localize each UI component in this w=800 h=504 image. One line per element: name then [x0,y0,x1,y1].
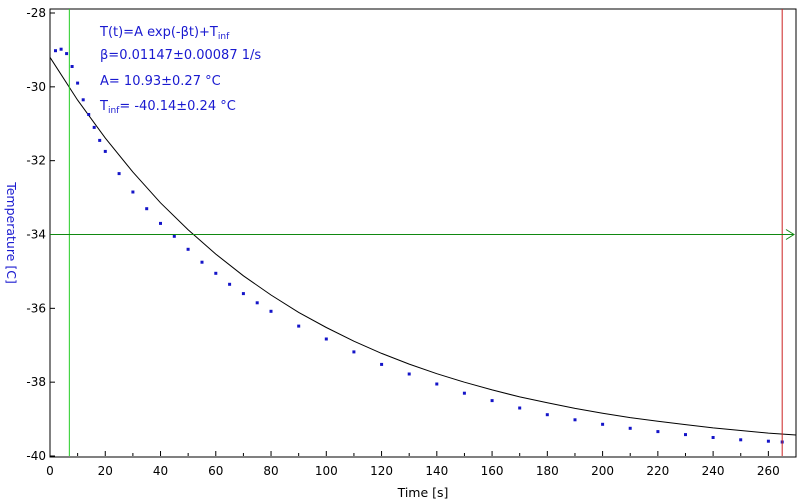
data-point [228,282,232,286]
data-point [87,113,91,116]
data-point [518,406,522,410]
data-point [255,301,259,305]
y-tick-label: -32 [26,154,46,168]
fit-formula-main: T(t)=A exp(-βt)+T [99,25,218,40]
data-point [324,337,328,341]
data-point [352,350,356,354]
y-tick-label: -36 [26,301,46,315]
data-point [65,52,69,56]
fit-tinf: Tinf= -40.14±0.24 °C [99,99,236,116]
fit-tinf-main: T [99,99,108,114]
data-point [92,125,96,129]
data-point [573,418,577,422]
x-tick-label: 40 [153,464,168,478]
data-point [70,65,74,68]
x-tick-label: 220 [646,464,669,478]
data-point [172,234,176,238]
data-point [628,426,632,430]
x-axis-ticks: 0 20 40 60 80 100 120 140 160 180 200 220 240 260 [46,451,780,478]
data-point [59,47,63,51]
data-point [269,309,273,313]
x-tick-label: 160 [481,464,504,478]
fit-tinf-rest: = -40.14±0.24 °C [119,99,235,114]
fit-formula: T(t)=A exp(-βt)+Tinf [99,25,230,42]
data-point [462,391,466,395]
data-point [145,207,149,211]
x-tick-label: 140 [425,464,448,478]
data-point [98,138,102,142]
data-point [241,292,245,296]
data-series-points [54,47,784,444]
y-tick-label: -34 [26,228,46,242]
fit-curve [49,57,797,436]
fit-tinf-sub: inf [108,106,120,116]
x-tick-label: 60 [208,464,223,478]
y-tick-label: -28 [26,6,46,20]
x-tick-label: 240 [702,464,725,478]
y-axis-title: Temperature [C] [4,181,19,284]
data-point [54,49,57,53]
y-tick-label: -30 [26,80,46,94]
data-point [380,362,384,366]
data-point [103,149,107,153]
data-point [214,271,218,275]
data-point [490,399,494,403]
x-axis-title: Time [s] [397,485,449,500]
x-tick-label: 120 [370,464,393,478]
data-point [684,433,687,437]
data-point [601,422,605,426]
data-point [131,190,135,194]
data-point [739,438,743,442]
plot-frame [49,8,797,458]
x-tick-label: 0 [46,464,54,478]
data-point [117,172,121,176]
x-tick-label: 260 [757,464,780,478]
x-tick-label: 180 [536,464,559,478]
fit-formula-sub: inf [218,32,230,42]
y-axis-ticks: -28 -30 -32 -34 -36 -38 -40 [26,6,55,463]
data-point [297,324,301,328]
y-tick-label: -40 [26,449,46,463]
data-point [407,372,411,376]
data-point [435,382,439,386]
data-point [159,221,162,225]
data-point [656,430,660,434]
cursor-horizontal-arrow-icon [785,229,795,240]
data-point [81,98,85,102]
data-point [186,247,190,251]
x-tick-label: 100 [315,464,338,478]
data-point [766,439,770,443]
y-tick-label: -38 [26,375,46,389]
fit-amplitude: A= 10.93±0.27 °C [100,74,221,89]
data-point [76,81,80,85]
x-tick-label: 200 [591,464,614,478]
fit-beta: β=0.01147±0.00087 1/s [100,48,261,63]
data-point [711,436,715,439]
data-point [545,413,549,417]
data-point [200,260,204,264]
x-tick-label: 80 [263,464,278,478]
x-tick-label: 20 [98,464,113,478]
